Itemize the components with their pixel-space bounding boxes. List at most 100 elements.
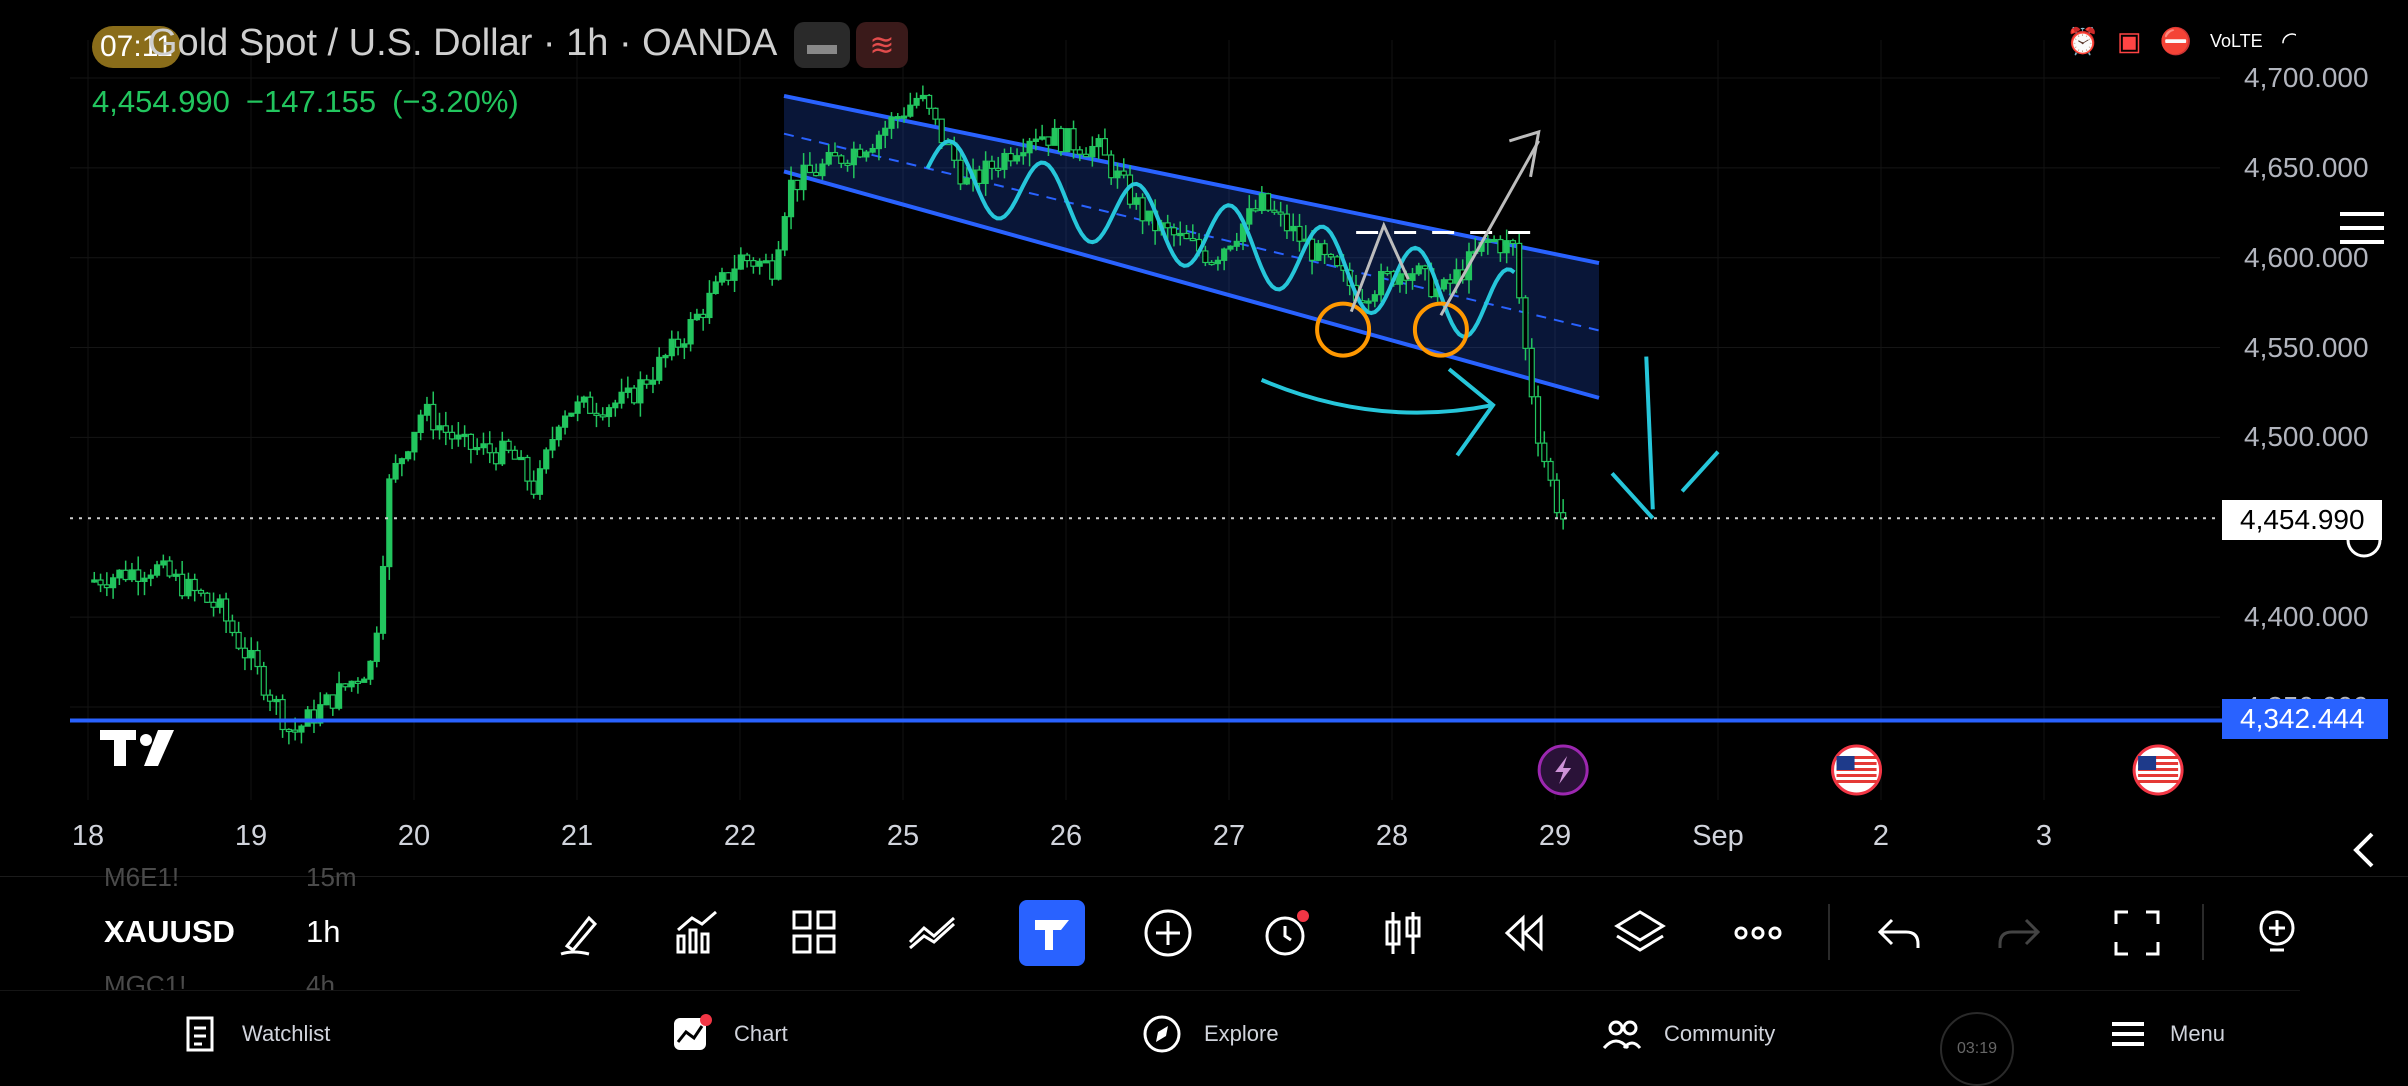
candle-body (913, 97, 920, 106)
ideas-icon[interactable] (2244, 900, 2310, 966)
symbol-selector[interactable]: XAUUSD (104, 914, 235, 949)
analysis-drawings[interactable] (70, 129, 2222, 723)
add-icon[interactable] (1135, 900, 1201, 966)
brush-icon[interactable] (547, 900, 613, 966)
double-bottom-marker[interactable] (1412, 301, 1469, 358)
undo-icon[interactable] (1866, 900, 1932, 966)
candle-body (900, 115, 908, 119)
wave-drawing[interactable] (925, 139, 1516, 339)
candle-body (197, 589, 205, 594)
candle-body (317, 704, 324, 724)
candle-body (649, 379, 657, 385)
replay-icon[interactable] (1489, 900, 1555, 966)
bullish-arrow-head[interactable] (1508, 129, 1541, 178)
candle-body (285, 728, 292, 733)
layouts-icon[interactable] (782, 900, 848, 966)
cast-icon: ▣ (2117, 26, 2142, 56)
x-axis-label: 19 (234, 820, 268, 852)
collapse-icon[interactable]: ▬ (794, 22, 850, 68)
x-axis-label: 20 (397, 820, 431, 852)
candle-body (235, 631, 242, 649)
indicators-icon[interactable] (664, 900, 730, 966)
candle-body (448, 431, 456, 440)
candle-body (254, 649, 261, 668)
prev-symbol-tf: 15m (306, 862, 357, 892)
candle-body (1415, 265, 1422, 275)
candle-body (1045, 136, 1052, 146)
compare-icon[interactable] (900, 900, 966, 966)
trading-panel-icon[interactable] (1019, 900, 1085, 966)
candle-body (631, 387, 638, 404)
nav-watchlist[interactable]: Watchlist (180, 1006, 330, 1062)
double-bottom-marker[interactable] (1315, 301, 1372, 358)
nav-explore[interactable]: Explore (1142, 1006, 1279, 1062)
candle-body (932, 107, 939, 120)
alert-clock-icon[interactable] (1253, 900, 1319, 966)
sketch-line[interactable] (1349, 221, 1410, 313)
candle-body (643, 379, 650, 385)
indicator-icon[interactable]: ≋ (856, 22, 908, 68)
candle-body (373, 632, 380, 662)
watchlist-icon (186, 1016, 214, 1052)
candle-body (279, 698, 286, 731)
back-chevron-icon[interactable] (2348, 830, 2380, 870)
candle-body (222, 598, 230, 622)
candle-body (561, 415, 569, 428)
candle-body (1183, 232, 1190, 240)
candle-body (335, 683, 343, 709)
candle-body (166, 560, 173, 577)
last-price-label: 4,454.990 (2222, 500, 2382, 540)
redo-icon[interactable] (1986, 900, 2052, 966)
channel-drawing[interactable] (783, 94, 1600, 400)
candle-body (411, 431, 418, 453)
candle-body (204, 592, 211, 603)
candle-body (1491, 238, 1498, 243)
nav-community[interactable]: Community (1602, 1006, 1775, 1062)
prev-symbol[interactable]: M6E1! (104, 862, 180, 892)
candle-body (1277, 211, 1284, 215)
candle-type-icon[interactable] (1371, 900, 1437, 966)
horizontal-line-label[interactable]: 4,342.444 (2222, 699, 2388, 739)
hamburger-icon[interactable] (2340, 208, 2388, 250)
nav-menu[interactable]: Menu (2108, 1006, 2225, 1062)
candle-body (769, 260, 776, 280)
x-axis-label: 25 (886, 820, 920, 852)
curved-arrow[interactable] (1260, 378, 1494, 415)
candle-body (1177, 232, 1184, 237)
channel-lower-line[interactable] (783, 169, 1600, 400)
timeframe-selector[interactable]: 1h (306, 914, 341, 949)
candle-body (756, 260, 763, 267)
candle-body (1315, 243, 1322, 261)
tradingview-logo (100, 730, 174, 766)
channel-upper-line[interactable] (783, 94, 1600, 266)
candles (91, 85, 1567, 745)
layers-icon[interactable] (1607, 900, 1673, 966)
nav-chart[interactable]: Chart (672, 1006, 788, 1062)
candle-body (543, 449, 550, 470)
x-axis-label: 3 (2035, 820, 2053, 852)
more-icon[interactable] (1725, 900, 1791, 966)
chart-title[interactable]: Gold Spot / U.S. Dollar · 1h · OANDA (148, 22, 778, 64)
candle-body (568, 412, 575, 417)
bearish-arrow-head[interactable] (1610, 450, 1720, 520)
x-axis-label: Sep (1692, 820, 1744, 852)
menu-icon (2112, 1022, 2144, 1046)
candle-body (744, 254, 751, 262)
candle-body (1371, 294, 1378, 302)
event-markers[interactable] (1537, 744, 2184, 796)
candle-body (122, 569, 129, 581)
candle-body (624, 387, 631, 393)
candle-body (1334, 256, 1341, 267)
bullish-arrow[interactable] (1439, 140, 1541, 316)
flag-stripe (2138, 762, 2179, 765)
y-axis-label: 4,650.000 (2244, 151, 2369, 183)
channel-fill (784, 95, 1600, 398)
fullscreen-icon[interactable] (2104, 900, 2170, 966)
candle-body (1051, 127, 1058, 146)
bearish-arrow[interactable] (1644, 356, 1655, 510)
toolbar-divider (2202, 904, 2204, 960)
curved-arrow-head[interactable] (1447, 367, 1496, 457)
candle-body (329, 694, 336, 709)
candle-body (775, 249, 782, 280)
